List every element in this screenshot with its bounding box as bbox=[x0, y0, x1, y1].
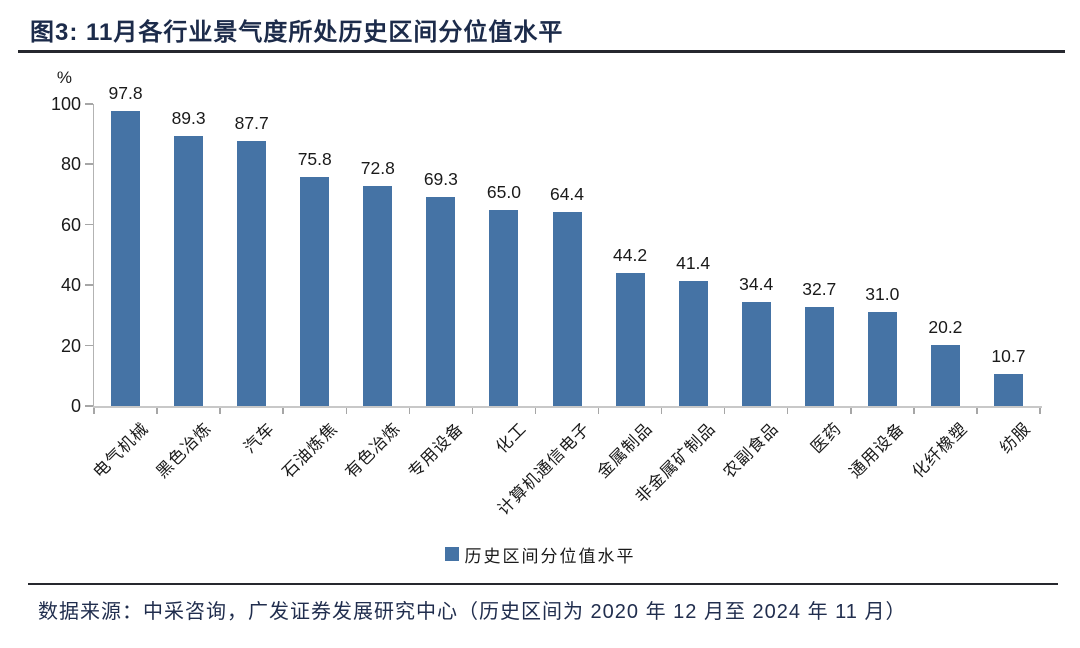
bar bbox=[426, 196, 456, 406]
x-axis-label: 专用设备 bbox=[404, 419, 468, 482]
x-axis-tick bbox=[597, 407, 600, 414]
bar-value-label: 64.4 bbox=[549, 183, 585, 204]
x-axis-label: 纺服 bbox=[997, 419, 1035, 458]
x-axis-tick bbox=[156, 407, 158, 414]
bar bbox=[804, 307, 834, 406]
y-axis-tick-label: 60 bbox=[60, 214, 81, 235]
legend-label: 历史区间分位值水平 bbox=[464, 546, 636, 566]
x-axis-label: 化纤橡塑 bbox=[909, 419, 972, 482]
bar bbox=[300, 177, 330, 406]
chart-legend: 历史区间分位值水平 bbox=[0, 543, 1080, 566]
bar bbox=[993, 373, 1023, 406]
x-axis-label: 电气机械 bbox=[89, 419, 152, 482]
bar bbox=[363, 186, 393, 406]
bar bbox=[741, 302, 771, 406]
bar bbox=[489, 209, 519, 406]
x-axis-tick bbox=[93, 407, 95, 414]
x-axis-tick bbox=[471, 407, 474, 414]
y-axis-tick bbox=[84, 163, 93, 165]
bar bbox=[678, 280, 708, 406]
x-axis-tick bbox=[1039, 407, 1041, 414]
x-axis-label: 通用设备 bbox=[846, 419, 909, 482]
y-axis-tick bbox=[84, 344, 93, 347]
bar bbox=[930, 344, 960, 406]
x-axis-label: 化工 bbox=[492, 419, 531, 458]
bar bbox=[552, 211, 582, 406]
x-axis-label: 汽车 bbox=[240, 419, 278, 458]
x-axis-tick bbox=[282, 407, 284, 414]
x-axis-tick bbox=[219, 407, 221, 414]
legend-color-swatch bbox=[444, 547, 459, 561]
bar-value-label: 31.0 bbox=[865, 284, 900, 305]
x-axis-line bbox=[92, 405, 1042, 408]
x-axis-tick bbox=[408, 407, 411, 414]
bar-value-label: 69.3 bbox=[423, 168, 458, 189]
x-axis-tick bbox=[660, 407, 663, 414]
bar-value-label: 10.7 bbox=[991, 345, 1026, 366]
bar-value-label: 75.8 bbox=[297, 149, 332, 170]
y-axis-tick bbox=[84, 103, 93, 105]
x-axis-label: 石油炼焦 bbox=[278, 419, 341, 482]
figure-title: 图3: 11月各行业景气度所处历史区间分位值水平 bbox=[30, 19, 564, 46]
y-axis-tick bbox=[84, 223, 93, 226]
bar bbox=[615, 272, 645, 406]
title-divider bbox=[18, 50, 1065, 53]
y-axis-tick bbox=[84, 284, 93, 286]
y-axis-tick-label: 100 bbox=[50, 94, 81, 114]
bar bbox=[111, 110, 141, 406]
y-axis-tick bbox=[84, 405, 93, 407]
bar-value-label: 87.7 bbox=[234, 113, 269, 134]
bar-value-label: 97.8 bbox=[108, 82, 143, 103]
x-axis-tick bbox=[786, 407, 789, 414]
y-axis-line bbox=[92, 104, 94, 408]
x-axis-tick bbox=[534, 407, 537, 414]
bar-value-label: 32.7 bbox=[802, 279, 837, 300]
bar-value-label: 65.0 bbox=[486, 181, 521, 202]
bar-value-label: 89.3 bbox=[171, 108, 206, 129]
x-axis-tick bbox=[913, 407, 915, 414]
y-axis-unit-label: % bbox=[56, 68, 72, 87]
x-axis-label: 黑色冶炼 bbox=[152, 419, 215, 482]
y-axis-tick-label: 20 bbox=[60, 335, 81, 356]
x-axis-tick bbox=[976, 407, 978, 414]
data-source-note: 数据来源：中采咨询，广发证券发展研究中心（历史区间为 2020 年 12 月至 … bbox=[38, 601, 907, 623]
x-axis-label: 医药 bbox=[808, 419, 846, 458]
bar bbox=[867, 312, 897, 406]
bar-value-label: 34.4 bbox=[739, 274, 774, 295]
bar-value-label: 72.8 bbox=[360, 158, 395, 179]
x-axis-label: 有色冶炼 bbox=[341, 419, 405, 482]
x-axis-tick bbox=[850, 407, 852, 414]
bar-value-label: 20.2 bbox=[928, 316, 963, 337]
x-axis-tick bbox=[345, 407, 348, 414]
bar bbox=[174, 136, 204, 406]
footer-divider bbox=[28, 583, 1058, 585]
bar bbox=[237, 141, 267, 406]
bar-value-label: 44.2 bbox=[613, 244, 648, 265]
x-axis-label: 农副食品 bbox=[720, 419, 783, 482]
y-axis-tick-label: 40 bbox=[60, 275, 81, 296]
bar-value-label: 41.4 bbox=[676, 252, 711, 273]
y-axis-tick-label: 0 bbox=[70, 396, 81, 416]
x-axis-tick bbox=[723, 407, 726, 414]
y-axis-tick-label: 80 bbox=[60, 154, 81, 175]
